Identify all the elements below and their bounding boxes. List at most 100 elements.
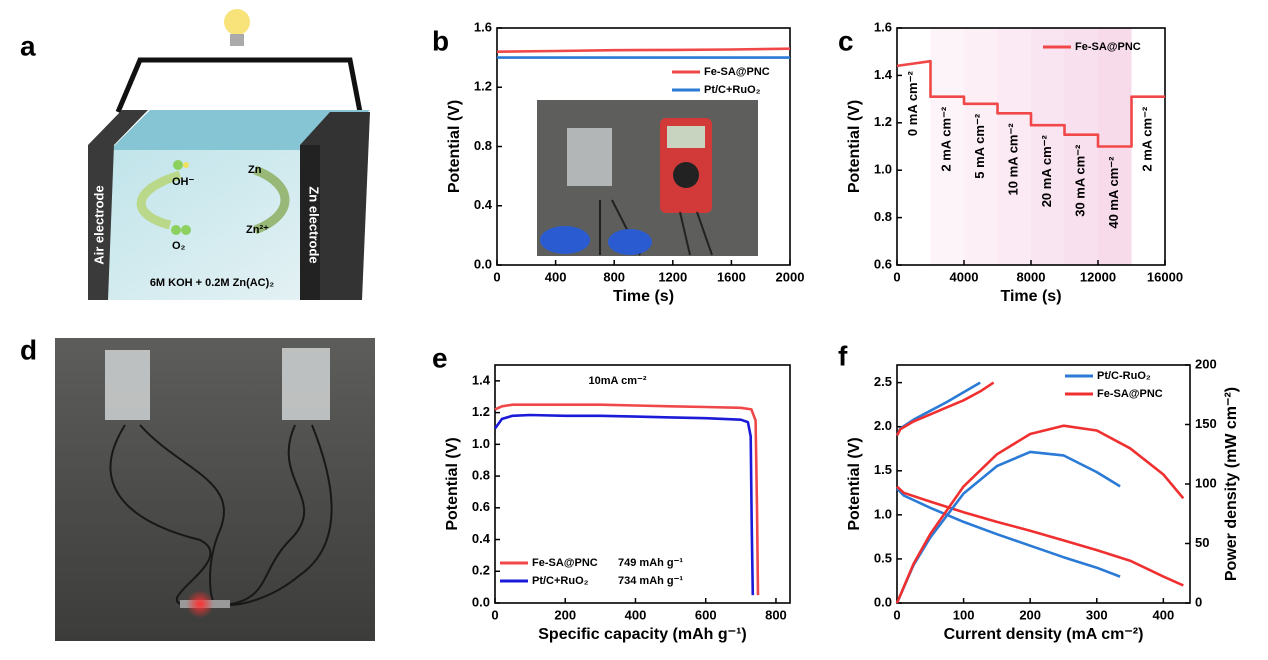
x-tick-label: 1200 bbox=[658, 269, 687, 284]
y2-axis-title: Power density (mW cm⁻²) bbox=[1223, 387, 1240, 581]
x-tick-label: 16000 bbox=[1147, 269, 1183, 284]
y-tick-label: 0.6 bbox=[472, 499, 490, 514]
y-axis-title: Potential (V) bbox=[446, 100, 463, 193]
y2-tick-label: 200 bbox=[1195, 356, 1217, 371]
y-axis-title: Potential (V) bbox=[846, 437, 863, 530]
step-band bbox=[997, 28, 1031, 265]
legend-label: Fe-SA@PNC bbox=[1075, 41, 1141, 53]
step-label: 2 mA cm⁻² bbox=[1140, 106, 1155, 172]
x-tick-label: 1600 bbox=[717, 269, 746, 284]
x-tick-label: 0 bbox=[893, 607, 900, 622]
legend-label: Pt/C+RuO₂ bbox=[532, 575, 589, 587]
series-line bbox=[895, 381, 981, 437]
electrolyte-label: 6M KOH + 0.2M Zn(AC)₂ bbox=[150, 277, 274, 289]
species-label: Zn²⁺ bbox=[246, 224, 269, 236]
legend-label: Fe-SA@PNC bbox=[1097, 388, 1163, 400]
x-tick-label: 300 bbox=[1086, 607, 1108, 622]
y-tick-label: 0.0 bbox=[472, 594, 490, 609]
panel-label: b bbox=[432, 25, 449, 56]
series-line bbox=[896, 59, 1165, 148]
y-tick-label: 0.6 bbox=[874, 256, 892, 271]
x-tick-label: 12000 bbox=[1080, 269, 1116, 284]
x-tick-label: 200 bbox=[554, 607, 576, 622]
step-band bbox=[1031, 28, 1065, 265]
y-tick-label: 0.4 bbox=[472, 531, 491, 546]
x-tick-label: 400 bbox=[1153, 607, 1175, 622]
series-line bbox=[494, 403, 760, 596]
series-line bbox=[895, 450, 1121, 604]
y-tick-label: 0.0 bbox=[874, 594, 892, 609]
step-band bbox=[1064, 28, 1098, 265]
x-tick-label: 0 bbox=[491, 607, 498, 622]
panel-label: a bbox=[20, 30, 36, 61]
y2-tick-label: 50 bbox=[1195, 535, 1209, 550]
x-axis-title: Specific capacity (mAh g⁻¹) bbox=[538, 626, 747, 643]
legend-label: Fe-SA@PNC bbox=[532, 557, 598, 569]
annotation: 10mA cm⁻² bbox=[589, 375, 647, 387]
x-tick-label: 2000 bbox=[776, 269, 805, 284]
species-label: Zn bbox=[248, 164, 262, 176]
x-tick-label: 8000 bbox=[1017, 269, 1046, 284]
x-axis-title: Current density (mA cm⁻²) bbox=[944, 626, 1144, 643]
x-tick-label: 400 bbox=[625, 607, 647, 622]
series-line bbox=[496, 47, 791, 53]
step-label: 2 mA cm⁻² bbox=[939, 106, 954, 172]
y-tick-label: 1.4 bbox=[874, 67, 893, 82]
x-axis-title: Time (s) bbox=[613, 288, 674, 305]
step-label: 20 mA cm⁻² bbox=[1039, 135, 1054, 208]
series-line bbox=[896, 485, 1184, 587]
y-tick-label: 0.8 bbox=[874, 209, 892, 224]
x-tick-label: 800 bbox=[603, 269, 625, 284]
y-tick-label: 2.0 bbox=[874, 418, 892, 433]
series-line bbox=[493, 413, 755, 596]
y-tick-label: 1.2 bbox=[874, 114, 892, 129]
panel-label: d bbox=[20, 334, 37, 365]
y2-tick-label: 150 bbox=[1195, 416, 1217, 431]
y-tick-label: 1.2 bbox=[472, 404, 490, 419]
step-label: 30 mA cm⁻² bbox=[1073, 144, 1088, 217]
y-axis-title: Potential (V) bbox=[444, 437, 461, 530]
battery-diagram bbox=[88, 9, 370, 300]
y-tick-label: 0.2 bbox=[472, 563, 490, 578]
inset-photo bbox=[537, 100, 758, 256]
y-tick-label: 1.5 bbox=[874, 462, 892, 477]
y2-tick-label: 0 bbox=[1195, 594, 1202, 609]
electrode-label: Zn electrode bbox=[307, 186, 322, 263]
y-tick-label: 1.0 bbox=[874, 162, 892, 177]
series-line bbox=[896, 487, 1121, 578]
y-tick-label: 0.0 bbox=[474, 256, 492, 271]
step-label: 0 mA cm⁻² bbox=[905, 71, 920, 137]
x-tick-label: 400 bbox=[545, 269, 567, 284]
step-label: 5 mA cm⁻² bbox=[972, 113, 987, 179]
y-tick-label: 0.8 bbox=[472, 468, 490, 483]
y2-tick-label: 100 bbox=[1195, 475, 1217, 490]
x-tick-label: 0 bbox=[493, 269, 500, 284]
y-tick-label: 1.0 bbox=[472, 436, 490, 451]
y-tick-label: 2.5 bbox=[874, 374, 892, 389]
legend-note: 749 mAh g⁻¹ bbox=[618, 557, 683, 569]
legend-label: Fe-SA@PNC bbox=[704, 66, 770, 78]
legend-note: 734 mAh g⁻¹ bbox=[618, 575, 683, 587]
electrode-label: Air electrode bbox=[91, 185, 106, 264]
step-label: 40 mA cm⁻² bbox=[1106, 156, 1121, 229]
y-tick-label: 1.2 bbox=[474, 79, 492, 94]
device-photo bbox=[55, 338, 375, 641]
y-tick-label: 1.6 bbox=[874, 19, 892, 34]
species-label: OH⁻ bbox=[172, 176, 195, 188]
panel-label: f bbox=[838, 340, 848, 371]
step-band bbox=[964, 28, 998, 265]
x-tick-label: 0 bbox=[893, 269, 900, 284]
panel-label: c bbox=[838, 25, 854, 56]
y-axis-title: Potential (V) bbox=[846, 100, 863, 193]
step-label: 10 mA cm⁻² bbox=[1006, 123, 1021, 196]
x-tick-label: 200 bbox=[1019, 607, 1041, 622]
panel-label: e bbox=[432, 342, 448, 373]
species-label: O₂ bbox=[172, 240, 186, 252]
x-tick-label: 800 bbox=[765, 607, 787, 622]
legend-label: Pt/C+RuO₂ bbox=[704, 84, 761, 96]
y-tick-label: 1.4 bbox=[472, 372, 491, 387]
y-tick-label: 0.4 bbox=[474, 197, 493, 212]
x-tick-label: 600 bbox=[695, 607, 717, 622]
plot-frame bbox=[494, 364, 791, 604]
